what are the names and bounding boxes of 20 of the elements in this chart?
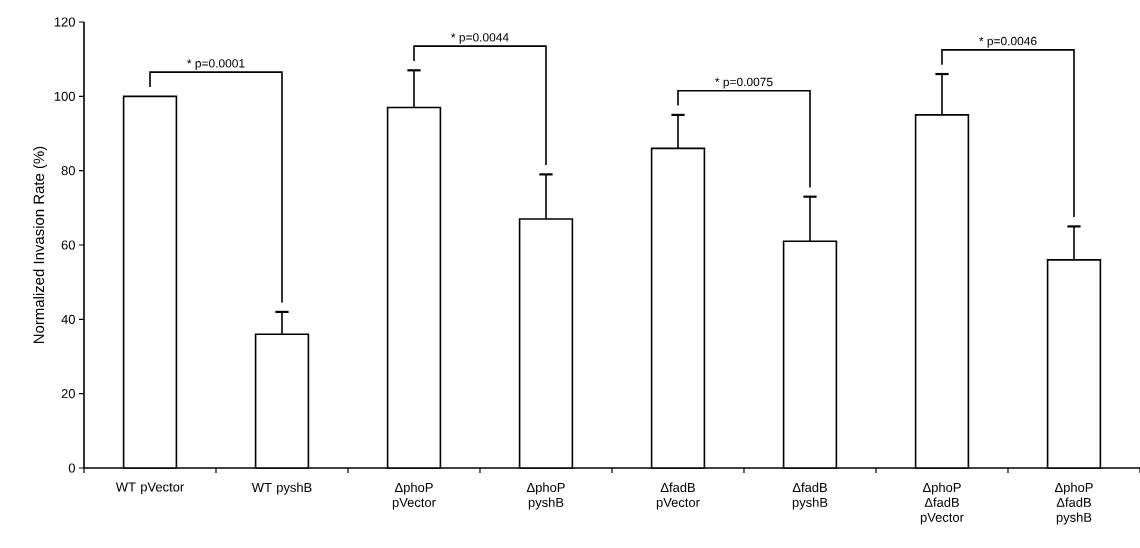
- y-tick-label: 40: [61, 314, 75, 324]
- y-tick-label: 20: [61, 389, 75, 399]
- y-axis-title: Normalized Invasion Rate (%): [33, 146, 48, 344]
- annotation: * p=0.0001: [187, 59, 245, 70]
- y-tick-label: 120: [54, 17, 75, 27]
- x-tick-label: WT pVector: [115, 482, 184, 495]
- annotation: * p=0.0075: [715, 77, 773, 89]
- y-tick-label: 60: [61, 240, 75, 250]
- y-tick-label: 80: [61, 166, 75, 176]
- x-tick-label: ΔphoP pVector: [392, 482, 436, 510]
- x-tick-label: WT pyshB: [251, 482, 312, 495]
- annotation: * p=0.0044: [451, 33, 509, 44]
- x-tick-label: ΔfadB pVector: [656, 482, 700, 510]
- x-tick-label: ΔphoP ΔfadB pVector: [920, 482, 964, 525]
- annotation: * p=0.0046: [979, 36, 1037, 48]
- x-tick-label: ΔphoP ΔfadB pyshB: [1054, 482, 1093, 525]
- x-tick-label: ΔfadB pyshB: [792, 482, 828, 510]
- y-tick-label: 0: [68, 463, 75, 473]
- y-tick-label: 100: [54, 91, 75, 101]
- x-tick-label: ΔphoP pyshB: [526, 482, 565, 510]
